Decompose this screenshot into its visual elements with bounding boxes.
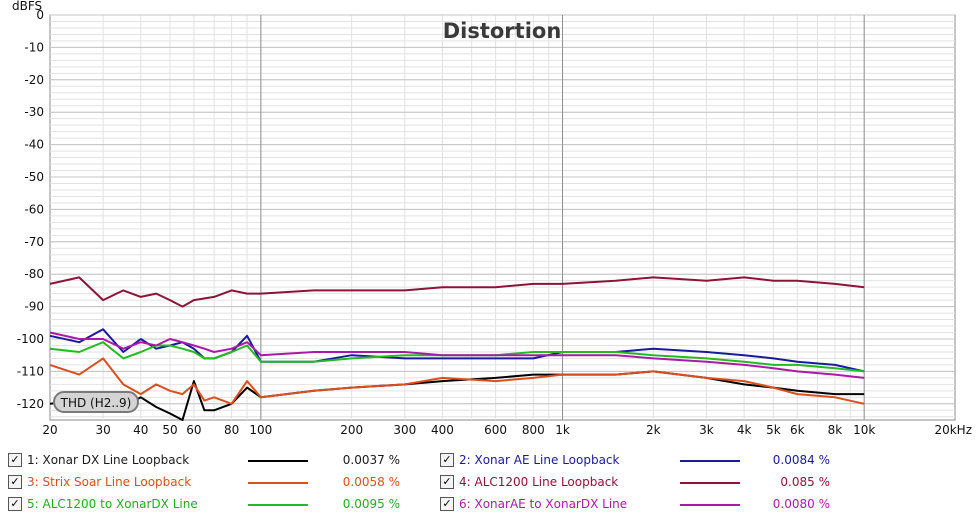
legend-series-name: 6: XonarAE to XonarDX Line — [459, 497, 628, 511]
legend-item: ✓ 5: ALC1200 to XonarDX Line 0.0095 % — [8, 496, 410, 514]
y-tick-label: -70 — [24, 235, 44, 249]
x-tick-label: 20 — [42, 423, 57, 437]
major-grid — [50, 14, 955, 420]
x-tick-label: 3k — [699, 423, 714, 437]
legend-series-value: 0.0058 % — [342, 475, 400, 489]
series-line — [49, 331, 865, 379]
legend-swatch — [248, 482, 308, 484]
series-checkbox[interactable]: ✓ — [8, 475, 22, 489]
legend-series-value: 0.0084 % — [772, 453, 830, 467]
x-tick-label: 6k — [790, 423, 805, 437]
y-tick-label: -90 — [24, 300, 44, 314]
legend-item: ✓ 4: ALC1200 Line Loopback 0.085 % — [440, 474, 840, 492]
legend-series-name: 3: Strix Soar Line Loopback — [27, 475, 192, 489]
legend-series-name: 1: Xonar DX Line Loopback — [27, 453, 190, 467]
y-tick-label: -60 — [24, 202, 44, 216]
y-tick-label: 0 — [36, 8, 44, 22]
legend-swatch — [680, 504, 740, 506]
legend-series-name: 4: ALC1200 Line Loopback — [459, 475, 619, 489]
x-tick-label: 4k — [737, 423, 752, 437]
x-tick-label: 10k — [853, 423, 875, 437]
legend-swatch — [248, 504, 308, 506]
y-tick-label: -120 — [17, 397, 44, 411]
y-tick-label: -80 — [24, 267, 44, 281]
x-tick-label: 50 — [162, 423, 177, 437]
legend-series-value: 0.0095 % — [342, 497, 400, 511]
y-tick-label: -110 — [17, 364, 44, 378]
x-tick-label: 30 — [95, 423, 110, 437]
y-tick-label: -100 — [17, 332, 44, 346]
legend-series-value: 0.0037 % — [342, 453, 400, 467]
thd-badge[interactable]: THD (H2..9) — [53, 391, 139, 413]
series-layer — [49, 276, 865, 421]
series-line — [49, 357, 865, 405]
series-line — [49, 276, 865, 308]
y-tick-label: -40 — [24, 138, 44, 152]
chart-title: Distortion — [443, 19, 562, 43]
legend-swatch — [680, 482, 740, 484]
y-tick-label: -10 — [24, 40, 44, 54]
x-tick-label: 300 — [393, 423, 416, 437]
plot-area — [49, 14, 956, 421]
x-tick-label: 2k — [646, 423, 661, 437]
legend-swatch — [248, 460, 308, 462]
legend-item: ✓ 3: Strix Soar Line Loopback 0.0058 % — [8, 474, 410, 492]
legend: ✓ 1: Xonar DX Line Loopback 0.0037 % ✓ 2: Xo… — [0, 448, 980, 519]
legend-swatch — [680, 460, 740, 462]
y-tick-labels: 0 -10 -20 -30 -40 -50 -60 -70 -80 -90 -100 -110 -120 — [17, 8, 44, 411]
x-tick-label: 5k — [766, 423, 781, 437]
legend-item: ✓ 1: Xonar DX Line Loopback 0.0037 % — [8, 452, 410, 470]
y-tick-label: -50 — [24, 170, 44, 184]
x-tick-label: 800 — [522, 423, 545, 437]
distortion-chart: 0 -10 -20 -30 -40 -50 -60 -70 -80 -90 -100 -110 -120… — [12, 0, 972, 437]
series-checkbox[interactable]: ✓ — [440, 475, 454, 489]
x-tick-label: 400 — [431, 423, 454, 437]
x-tick-label: 20kHz — [934, 423, 972, 437]
series-checkbox[interactable]: ✓ — [8, 453, 22, 467]
x-tick-label: 100 — [249, 423, 272, 437]
y-tick-label: -30 — [24, 105, 44, 119]
x-tick-label: 8k — [828, 423, 843, 437]
series-checkbox[interactable]: ✓ — [440, 497, 454, 511]
x-tick-label: 600 — [484, 423, 507, 437]
legend-item: ✓ 6: XonarAE to XonarDX Line 0.0080 % — [440, 496, 840, 514]
thd-badge-label: THD (H2..9) — [60, 396, 132, 410]
series-checkbox[interactable]: ✓ — [8, 497, 22, 511]
legend-series-name: 2: Xonar AE Line Loopback — [459, 453, 620, 467]
x-tick-label: 1k — [555, 423, 570, 437]
legend-series-value: 0.0080 % — [772, 497, 830, 511]
y-axis-label: dBFS — [12, 0, 42, 13]
x-tick-labels: 20 30 40 50 60 80 100 200 300 400 600 800 1k 2k 3k 4k 5k… — [42, 423, 972, 437]
legend-item: ✓ 2: Xonar AE Line Loopback 0.0084 % — [440, 452, 840, 470]
series-line — [49, 341, 865, 373]
series-checkbox[interactable]: ✓ — [440, 453, 454, 467]
legend-series-name: 5: ALC1200 to XonarDX Line — [27, 497, 198, 511]
x-tick-label: 80 — [224, 423, 239, 437]
y-tick-label: -20 — [24, 73, 44, 87]
legend-series-value: 0.085 % — [780, 475, 830, 489]
x-tick-label: 40 — [133, 423, 148, 437]
x-tick-label: 60 — [186, 423, 201, 437]
x-tick-label: 200 — [340, 423, 363, 437]
